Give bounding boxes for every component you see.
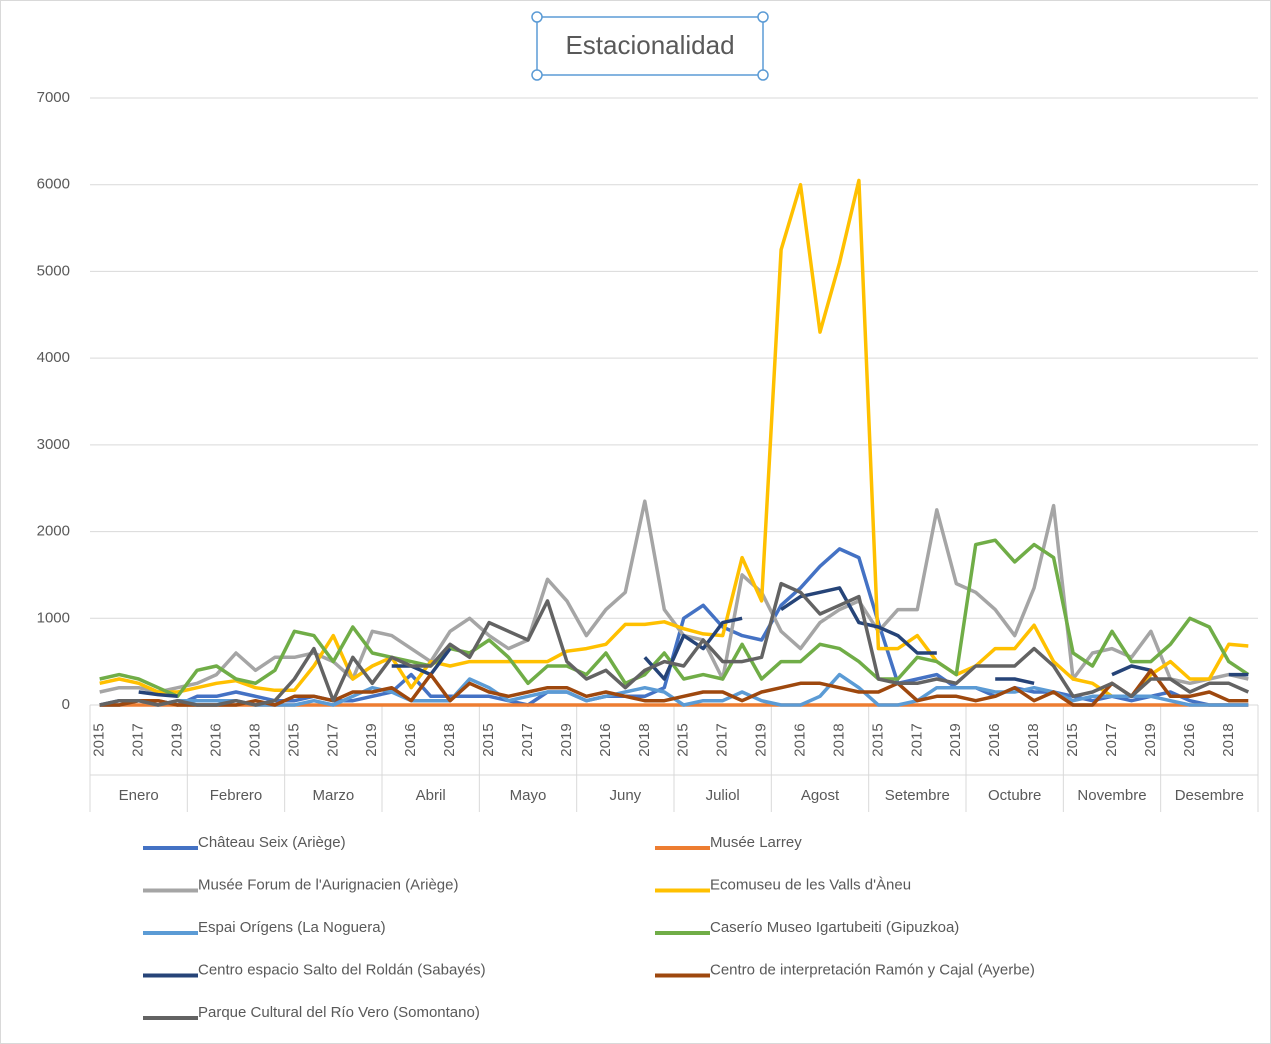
series-line bbox=[99, 499, 1249, 694]
x-tick-label: 2015 bbox=[285, 723, 302, 756]
chart-title: Estacionalidad bbox=[565, 30, 734, 60]
x-tick-label: 2018 bbox=[1025, 723, 1042, 756]
x-tick-label: 2017 bbox=[714, 723, 731, 756]
selection-box bbox=[536, 16, 764, 76]
group-label: Octubre bbox=[988, 787, 1041, 804]
group-label: Setembre bbox=[885, 787, 950, 804]
x-tick-label: 2017 bbox=[1103, 723, 1120, 756]
legend-label: Centro de interpretación Ramón y Cajal (… bbox=[710, 961, 1035, 978]
x-tick-label: 2019 bbox=[169, 723, 186, 756]
x-tick-label: 2016 bbox=[402, 723, 419, 756]
group-label: Agost bbox=[801, 787, 840, 804]
group-label: Novembre bbox=[1077, 787, 1146, 804]
y-tick-label: 3000 bbox=[37, 436, 70, 453]
legend-label: Ecomuseu de les Valls d'Àneu bbox=[710, 876, 911, 893]
x-tick-label: 2016 bbox=[1181, 723, 1198, 756]
group-label: Marzo bbox=[312, 787, 354, 804]
group-label: Febrero bbox=[210, 787, 263, 804]
series-line bbox=[138, 586, 1249, 699]
x-tick-label: 2017 bbox=[324, 723, 341, 756]
x-tick-label: 2018 bbox=[441, 723, 458, 756]
y-tick-label: 0 bbox=[62, 696, 70, 713]
group-label: Enero bbox=[119, 787, 159, 804]
group-label: Desembre bbox=[1175, 787, 1244, 804]
legend-label: Musée Forum de l'Aurignacien (Ariège) bbox=[198, 876, 458, 893]
x-tick-label: 2017 bbox=[908, 723, 925, 756]
x-tick-label: 2016 bbox=[986, 723, 1003, 756]
y-tick-label: 1000 bbox=[37, 609, 70, 626]
legend-label: Espai Orígens (La Noguera) bbox=[198, 919, 386, 936]
x-tick-label: 2015 bbox=[480, 723, 497, 756]
selection-handle bbox=[757, 69, 769, 81]
x-tick-label: 2016 bbox=[208, 723, 225, 756]
group-label: Juliol bbox=[706, 787, 740, 804]
x-tick-label: 2017 bbox=[519, 723, 536, 756]
y-tick-label: 2000 bbox=[37, 523, 70, 540]
group-label: Juny bbox=[609, 787, 641, 804]
legend-label: Musée Larrey bbox=[710, 834, 802, 851]
x-tick-label: 2019 bbox=[558, 723, 575, 756]
x-tick-label: 2015 bbox=[675, 723, 692, 756]
y-tick-label: 7000 bbox=[37, 89, 70, 106]
x-tick-label: 2015 bbox=[869, 723, 886, 756]
legend-label: Caserío Museo Igartubeiti (Gipuzkoa) bbox=[710, 919, 959, 936]
x-tick-label: 2015 bbox=[1064, 723, 1081, 756]
legend-label: Parque Cultural del Río Vero (Somontano) bbox=[198, 1004, 480, 1021]
x-tick-label: 2015 bbox=[91, 723, 108, 756]
x-tick-label: 2019 bbox=[947, 723, 964, 756]
selection-handle bbox=[531, 69, 543, 81]
y-tick-label: 5000 bbox=[37, 262, 70, 279]
x-tick-label: 2016 bbox=[597, 723, 614, 756]
x-tick-label: 2018 bbox=[1220, 723, 1237, 756]
y-tick-label: 6000 bbox=[37, 176, 70, 193]
y-tick-label: 4000 bbox=[37, 349, 70, 366]
series-line bbox=[99, 538, 1250, 699]
x-tick-label: 2016 bbox=[792, 723, 809, 756]
selection-handle bbox=[757, 11, 769, 23]
series-line bbox=[99, 178, 1249, 699]
legend-label: Centro espacio Salto del Roldán (Sabayés… bbox=[198, 961, 486, 978]
legend-label: Château Seix (Ariège) bbox=[198, 834, 346, 851]
x-tick-label: 2018 bbox=[636, 723, 653, 756]
group-label: Mayo bbox=[510, 787, 547, 804]
x-tick-label: 2019 bbox=[363, 723, 380, 756]
x-tick-label: 2018 bbox=[830, 723, 847, 756]
x-tick-label: 2018 bbox=[246, 723, 263, 756]
series-line bbox=[99, 668, 1249, 707]
selection-handle bbox=[531, 11, 543, 23]
series-line bbox=[99, 581, 1250, 707]
x-tick-label: 2019 bbox=[753, 723, 770, 756]
group-label: Abril bbox=[416, 787, 446, 804]
x-tick-label: 2017 bbox=[130, 723, 147, 756]
x-tick-label: 2019 bbox=[1142, 723, 1159, 756]
